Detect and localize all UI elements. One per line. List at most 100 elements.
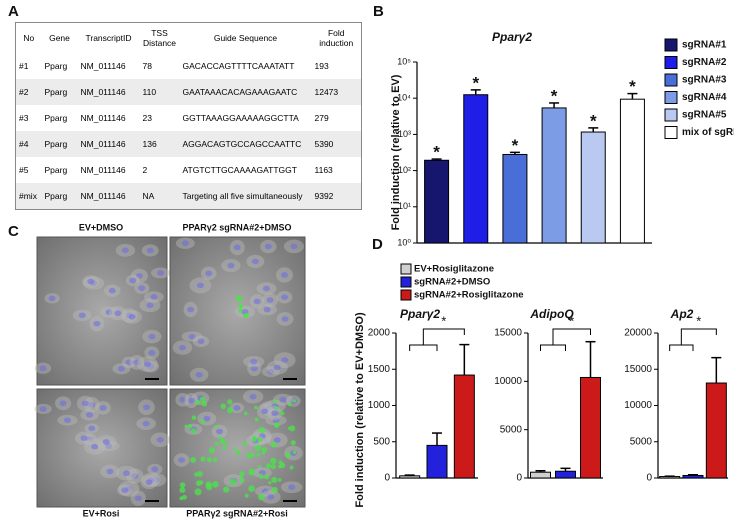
nucleus [138,285,146,291]
nucleus [117,365,125,372]
comparison-bracket [552,328,591,345]
nucleus [263,306,271,313]
legend-swatch [664,73,678,87]
nucleus [86,412,94,418]
nucleus [131,473,139,479]
comparison-bracket [680,328,717,345]
nucleus [271,410,279,416]
lipid-droplet [271,486,278,493]
nucleus [151,466,159,472]
nucleus [203,415,211,422]
nucleus [150,294,158,300]
lipid-droplet [250,472,254,476]
table-cell: NM_011146 [80,87,126,97]
legend-label: sgRNA#3 [682,75,727,86]
table-cell: NM_011146 [80,61,126,71]
legend-label: sgRNA#2+DMSO [414,277,490,288]
significance-marker: * [433,143,440,162]
lipid-droplet [289,425,296,432]
lipid-droplet [190,428,197,434]
table-cell: NM_011146 [80,113,126,123]
legend-swatch [400,263,412,275]
lipid-droplet [285,452,291,458]
table-row: #2 Pparg NM_011146 110 GAATAAACACAGAAAGAATC 1… [15,79,362,105]
error-bar [711,356,722,384]
significance-marker: * [590,111,597,130]
bar [530,471,551,479]
nucleus [135,273,143,279]
guide-table: No Gene TranscriptID TSS Distance Guide Sequ… [15,22,362,210]
lipid-droplet [208,447,215,454]
lipid-droplet [274,406,279,411]
chart-title: Ap2 [670,307,694,321]
table-cell: 193 [314,61,329,71]
lipid-droplet [200,419,206,425]
y-axis-label: Fold induction (relative to EV) [390,74,402,230]
panel-label: B [373,3,384,20]
lipid-droplet [268,481,272,485]
error-bar [588,127,599,133]
bar [453,374,475,479]
bar [502,153,528,244]
nucleus [146,302,154,309]
table-cell: NM_011146 [80,191,126,201]
nucleus [153,477,161,483]
lipid-droplet [199,396,206,403]
legend-swatch [664,108,678,122]
lipid-droplet [277,478,282,482]
lipid-droplet [226,407,234,414]
y-axis-label: Fold induction (relative to EV+DMSO) [354,312,366,508]
nucleus [205,270,213,277]
nucleus [288,484,296,490]
significance-marker: * [569,313,574,328]
table-cell: Pparg [44,113,68,123]
table-cell: Pparg [44,61,68,71]
lipid-droplet [201,401,208,407]
bar [424,159,450,244]
table-cell: NA [142,191,155,201]
chart-title: Pparγ2 [492,30,532,44]
y-tick-label: 10² [398,165,411,175]
lipid-droplet [238,308,243,313]
error-bar [470,89,481,95]
nucleus [121,487,129,493]
nucleus [86,436,94,442]
legend-swatch [664,126,678,139]
nucleus [91,443,99,450]
nucleus [197,338,205,345]
nucleus [134,495,142,502]
y-tick-label: 500 [373,436,390,447]
lipid-droplet [194,472,199,477]
legend-swatch [400,289,412,301]
nucleus [187,397,195,404]
table-cell: #3 [19,113,29,123]
y-tick-label: 0 [646,473,652,484]
table-cell: 78 [142,61,152,71]
lipid-droplet [195,399,201,405]
lipid-droplet [249,468,253,473]
lipid-droplet [259,476,263,480]
table-cell: 1163 [314,165,333,175]
nucleus [251,258,259,265]
legend-label: sgRNA#1 [682,40,727,51]
nucleus [81,400,89,407]
legend-label: sgRNA#2+Rosiglitazone [414,290,524,301]
lipid-droplet [212,481,219,488]
legend-label: mix of sgRNAs [682,127,734,138]
significance-marker: * [551,86,558,105]
lipid-droplet [270,457,277,465]
nucleus [179,396,187,403]
table-cell: #5 [19,165,29,175]
table-cell: #1 [19,61,29,71]
nucleus [88,401,96,408]
nucleus [78,312,86,319]
nucleus [106,468,114,475]
table-row: #3 Pparg NM_011146 23 GGTTAAAGGAAAAAGGCTTA 27… [16,105,362,131]
lipid-droplet [187,424,193,429]
legend-swatch [400,276,412,288]
nucleus [233,405,241,411]
nucleus [279,396,287,403]
y-tick-label: 10000 [624,400,652,411]
nucleus [63,417,71,424]
